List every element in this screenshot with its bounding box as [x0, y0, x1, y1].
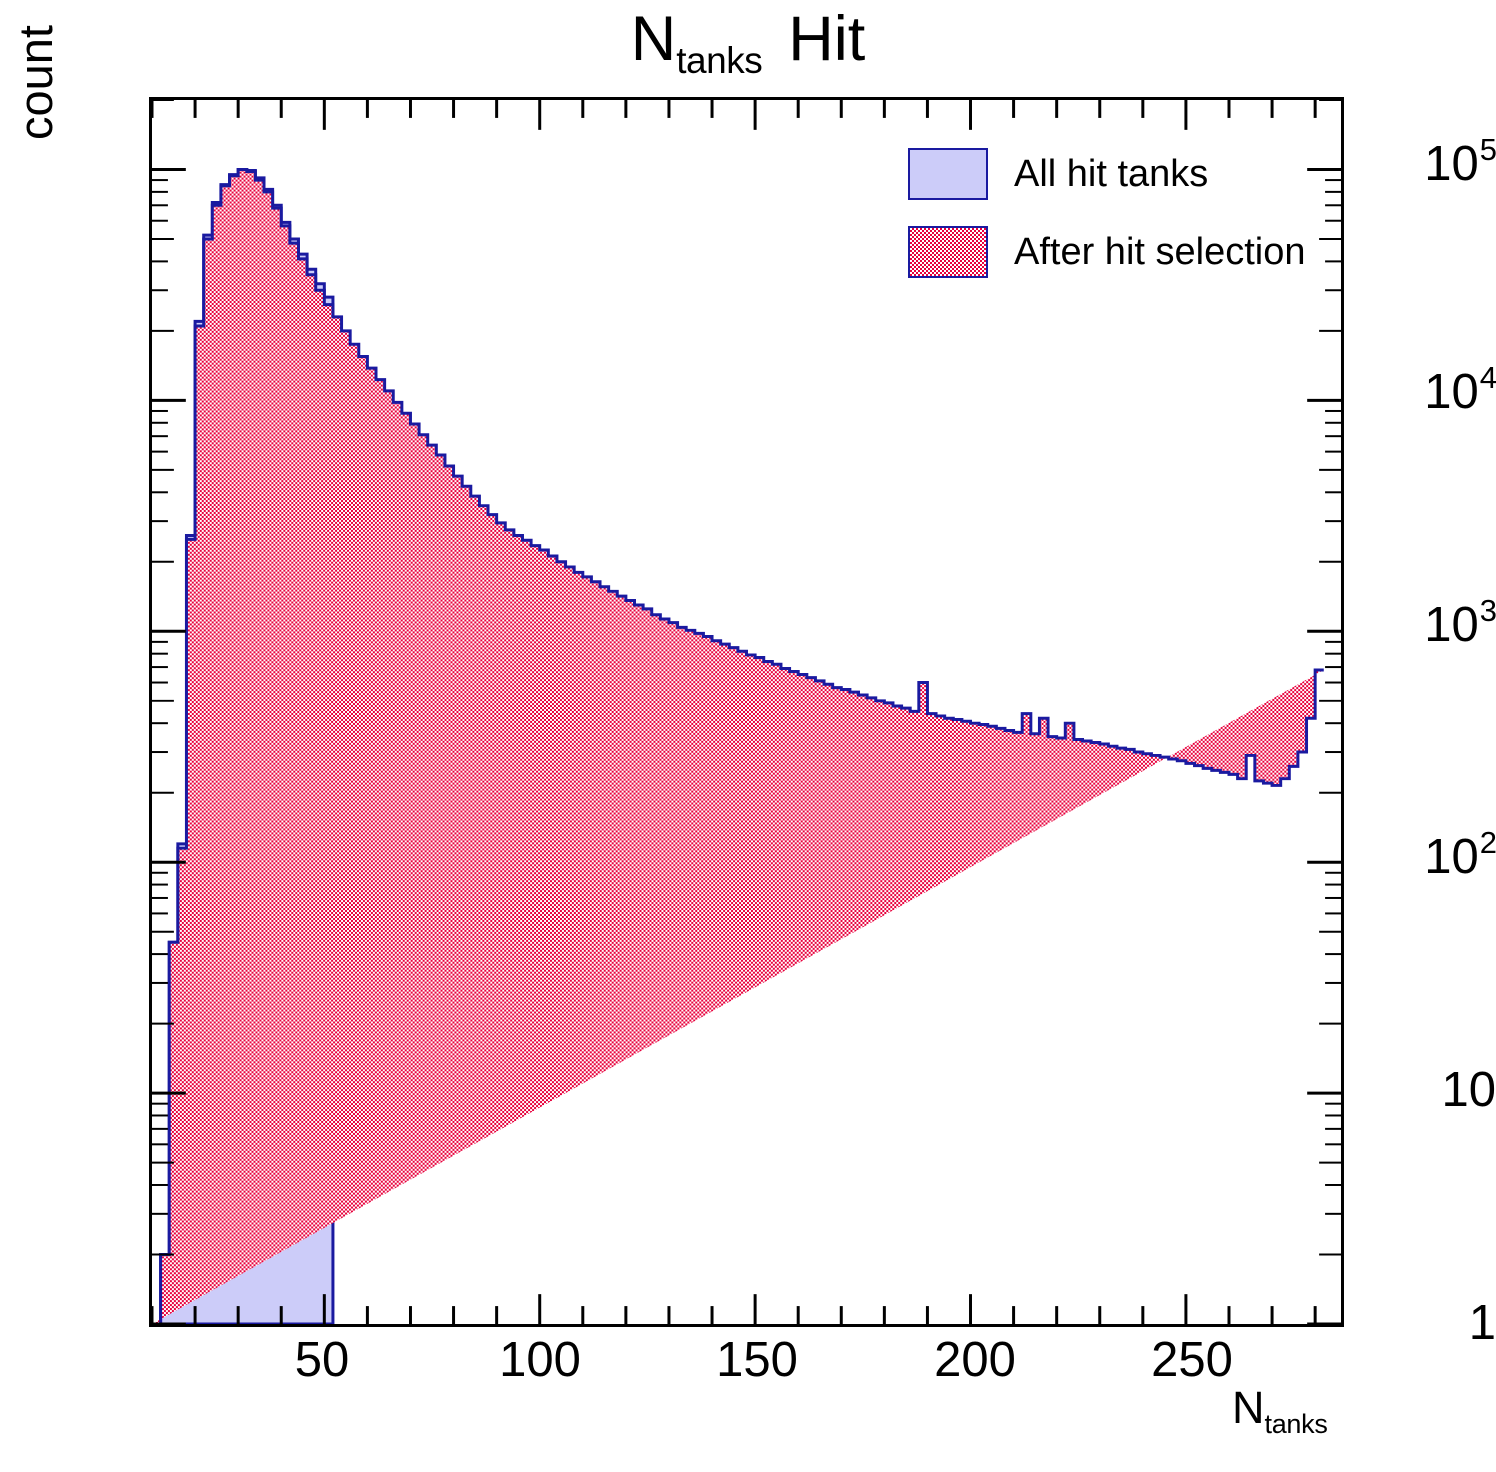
title-suffix: Hit [788, 4, 866, 74]
page-title: Ntanks Hit [0, 2, 1496, 85]
x-axis-title: Ntanks [1232, 1382, 1328, 1439]
histogram-plot [152, 100, 1341, 1324]
y-axis-major-ticks [152, 168, 1341, 1324]
x-tick-label: 200 [934, 1333, 1016, 1387]
plot-area [149, 97, 1344, 1327]
x-tick-label: 50 [294, 1333, 350, 1387]
legend-item-all-hit-tanks: All hit tanks [908, 146, 1208, 202]
x-axis-title-subscript: tanks [1264, 1409, 1328, 1439]
legend-swatch-all-hit-tanks [908, 148, 988, 200]
y-tick-label: 102 [1424, 825, 1496, 884]
x-tick-label: 100 [499, 1333, 581, 1387]
x-axis-ticks [152, 100, 1317, 1324]
y-tick-label: 105 [1424, 132, 1496, 191]
y-tick-label: 103 [1424, 593, 1496, 652]
legend: All hit tanks After hit selection [908, 144, 1305, 282]
y-tick-label: 10 [1441, 1063, 1496, 1117]
x-tick-label: 150 [716, 1333, 798, 1387]
y-tick-label: 104 [1424, 360, 1496, 419]
series-after-hit-selection [152, 168, 1324, 1324]
legend-label: All hit tanks [1014, 152, 1209, 195]
y-tick-label: 1 [1468, 1296, 1496, 1350]
title-prefix: N [630, 4, 677, 74]
y-axis-title: count [9, 25, 62, 140]
x-tick-label: 250 [1151, 1333, 1233, 1387]
x-axis-title-prefix: N [1232, 1382, 1265, 1433]
y-axis-minor-ticks [152, 100, 1341, 1256]
legend-swatch-after-hit-selection [908, 226, 988, 278]
legend-item-after-hit-selection: After hit selection [908, 224, 1305, 280]
title-subscript: tanks [676, 40, 763, 81]
legend-label: After hit selection [1014, 230, 1306, 273]
